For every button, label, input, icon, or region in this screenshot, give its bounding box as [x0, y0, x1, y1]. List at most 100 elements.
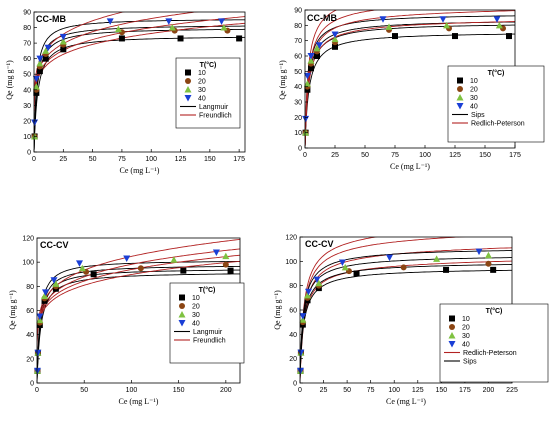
legend-marker: [448, 332, 456, 339]
model-curve-sips-10: [300, 269, 512, 381]
legend-label-model: Langmuir: [199, 104, 229, 111]
legend-box: [439, 303, 549, 383]
data-point: [59, 33, 67, 41]
data-point: [75, 260, 83, 267]
data-point: [36, 59, 44, 67]
y-tick-label: 10: [294, 130, 302, 137]
series-40: [296, 248, 483, 375]
legend-box: [447, 65, 545, 143]
legend-label-40: 40: [198, 96, 206, 103]
y-tick-label: 30: [23, 103, 31, 110]
data-point: [475, 248, 483, 256]
x-tick-label: 100: [419, 152, 431, 159]
y-tick-label: 0: [293, 381, 297, 388]
y-tick-label: 60: [23, 56, 31, 63]
data-point: [90, 271, 97, 278]
x-tick-label: 200: [483, 387, 495, 394]
data-point: [34, 349, 42, 357]
y-tick-label: 100: [285, 259, 297, 266]
y-tick-label: 20: [294, 115, 302, 122]
data-point: [443, 21, 451, 29]
model-curve-redlich-peterson-10: [300, 260, 512, 382]
data-point: [313, 44, 321, 52]
data-point: [303, 80, 311, 87]
data-point: [36, 55, 44, 63]
model-curve-langmuir-40: [34, 19, 245, 149]
data-point: [42, 47, 50, 54]
data-point: [308, 65, 314, 72]
model-curve-langmuir-10: [37, 273, 240, 382]
y-tick-label: 60: [26, 308, 34, 315]
data-point: [114, 25, 122, 33]
data-point: [303, 72, 311, 80]
model-curve-freundlich-30: [37, 248, 240, 348]
x-tick-label: 75: [367, 387, 375, 394]
data-point: [353, 270, 360, 277]
x-tick-label: 50: [89, 156, 97, 163]
data-point: [307, 57, 315, 64]
legend-marker: [449, 315, 455, 322]
legend-label-10: 10: [198, 70, 206, 77]
data-point: [31, 119, 39, 126]
data-point: [180, 267, 187, 274]
model-curve-sips-40: [300, 250, 512, 380]
legend-label-model: Freundlich: [193, 338, 226, 345]
data-point: [42, 55, 49, 62]
legend-title: T(°C): [199, 286, 216, 294]
x-tick-label: 0: [303, 152, 307, 159]
x-tick-label: 25: [320, 387, 328, 394]
data-point: [220, 24, 228, 31]
x-axis-label: Ce (mg L⁻¹): [120, 166, 160, 175]
legend-label-model: Langmuir: [193, 329, 223, 336]
legend-label-30: 30: [462, 333, 470, 340]
y-tick-label: 0: [27, 150, 31, 157]
data-point: [296, 367, 304, 375]
legend-label-model: Sips: [463, 359, 477, 366]
legend-marker: [449, 324, 455, 330]
model-curve-sips-10: [305, 33, 515, 146]
x-tick-label: 100: [145, 156, 157, 163]
x-tick-label: 150: [173, 387, 185, 394]
y-tick-label: 0: [30, 381, 34, 388]
y-tick-label: 70: [23, 41, 31, 48]
model-curve-freundlich-20: [37, 254, 240, 349]
y-tick-label: 90: [23, 10, 31, 17]
chart-panel-3: 0 50 100 150 200 0 20 40 60 80 100 120 Ce (mg L⁻¹) Qe…: [8, 236, 245, 406]
series-30: [31, 24, 228, 140]
chart-panel-4: 0 25 50 75 100 125 150 175 200 225 0 20 40 60 80 100 120…: [273, 235, 549, 406]
data-point: [314, 53, 320, 59]
data-point: [443, 266, 450, 273]
y-tick-label: 40: [26, 332, 34, 339]
model-curve-freundlich-20: [34, 16, 245, 111]
data-point: [106, 18, 114, 25]
legend-label-30: 30: [198, 87, 206, 94]
y-tick-label: 80: [26, 284, 34, 291]
legend-title: T(°C): [488, 69, 505, 77]
x-tick-label: 125: [175, 156, 187, 163]
legend-label-model: Sips: [471, 112, 485, 119]
y-tick-label: 30: [294, 100, 302, 107]
chart-panel-1: 0 25 50 75 100 125 150 1750102030405060708090Ce…: [5, 10, 246, 175]
model-curve-redlich-peterson-40: [305, 10, 338, 145]
data-point: [236, 35, 243, 42]
legend-marker: [448, 341, 456, 348]
y-tick-label: 0: [298, 146, 302, 153]
legend-marker: [185, 78, 191, 84]
x-tick-label: 125: [412, 387, 424, 394]
data-point: [484, 251, 492, 259]
data-point: [33, 89, 40, 96]
y-axis-label: Qe (mg g⁻¹): [5, 60, 14, 100]
legend-label-40: 40: [470, 104, 478, 111]
data-point: [227, 267, 234, 274]
legend-label-10: 10: [192, 295, 200, 302]
data-point: [222, 252, 230, 260]
chart-title: CC-MB: [36, 14, 66, 24]
series-30: [296, 251, 492, 374]
legend-label-model: Redlich-Peterson: [471, 121, 525, 128]
data-point: [36, 313, 44, 321]
x-tick-label: 50: [343, 387, 351, 394]
x-tick-label: 175: [233, 156, 245, 163]
chart-title: CC-CV: [40, 240, 69, 250]
legend-label-20: 20: [462, 325, 470, 332]
model-curve-freundlich-40: [37, 238, 240, 347]
